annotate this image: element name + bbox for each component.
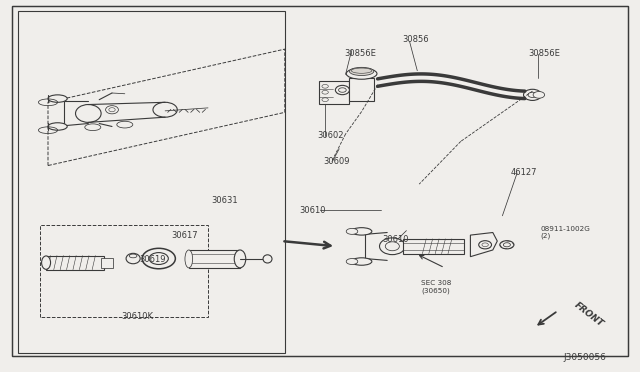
Ellipse shape — [479, 241, 492, 249]
Ellipse shape — [349, 67, 374, 76]
Ellipse shape — [346, 228, 358, 234]
Text: 30856E: 30856E — [344, 49, 376, 58]
Ellipse shape — [48, 123, 67, 130]
Text: 30609: 30609 — [323, 157, 349, 166]
Ellipse shape — [533, 92, 545, 98]
Ellipse shape — [42, 256, 51, 269]
Polygon shape — [470, 232, 497, 257]
Text: 30619: 30619 — [140, 255, 166, 264]
Text: J3050056: J3050056 — [564, 353, 607, 362]
Text: 30610: 30610 — [383, 235, 409, 244]
Bar — [46, 256, 104, 270]
Text: 08911-1002G
(2): 08911-1002G (2) — [541, 226, 591, 239]
Bar — [319, 81, 349, 104]
Text: 30610K: 30610K — [122, 312, 154, 321]
Ellipse shape — [142, 248, 175, 269]
Bar — [18, 11, 285, 353]
Text: 30631: 30631 — [211, 196, 238, 205]
Ellipse shape — [346, 68, 377, 79]
Ellipse shape — [185, 250, 193, 268]
Text: SEC 308
(30650): SEC 308 (30650) — [421, 280, 451, 294]
Ellipse shape — [380, 238, 405, 254]
Text: 30856E: 30856E — [528, 49, 560, 58]
Bar — [349, 78, 374, 101]
Ellipse shape — [84, 124, 101, 131]
Ellipse shape — [524, 89, 541, 100]
Ellipse shape — [76, 105, 101, 122]
Ellipse shape — [153, 102, 177, 117]
Text: 30602: 30602 — [317, 131, 343, 140]
Text: 30856: 30856 — [402, 35, 429, 44]
Text: 46127: 46127 — [511, 169, 537, 177]
Text: FRONT: FRONT — [573, 300, 605, 328]
Ellipse shape — [117, 121, 133, 128]
Bar — [403, 239, 464, 254]
Bar — [189, 250, 240, 268]
Text: 30617: 30617 — [172, 231, 198, 240]
Ellipse shape — [48, 95, 67, 102]
Ellipse shape — [351, 258, 372, 265]
Ellipse shape — [234, 250, 246, 268]
Ellipse shape — [500, 241, 514, 249]
Ellipse shape — [346, 259, 358, 264]
Ellipse shape — [263, 255, 272, 263]
Ellipse shape — [335, 86, 349, 94]
Ellipse shape — [126, 253, 140, 264]
Bar — [101, 258, 113, 268]
Text: 30610: 30610 — [300, 206, 326, 215]
Ellipse shape — [351, 228, 372, 235]
